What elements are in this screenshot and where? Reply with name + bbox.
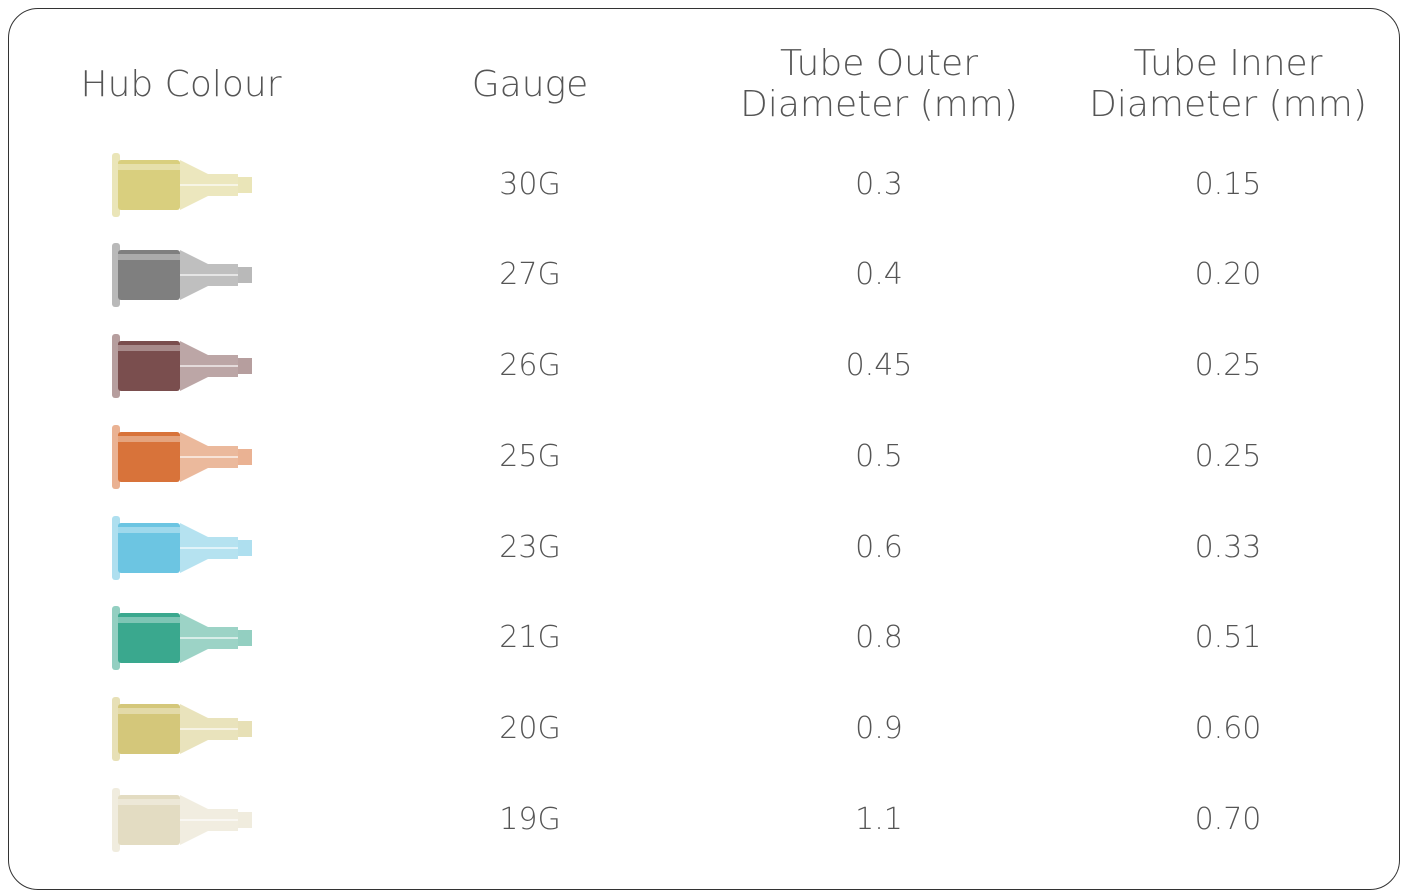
hub-icon (112, 606, 252, 670)
cell-outer: 0.45 (845, 348, 913, 383)
cell-inner: 0.60 (1194, 711, 1262, 746)
cell-gauge: 30G (499, 167, 561, 202)
cell-outer: 0.5 (855, 439, 903, 474)
hub-icon (112, 334, 252, 398)
hub-icon (112, 153, 252, 217)
hub-icon (112, 243, 252, 307)
cell-gauge: 23G (499, 530, 561, 565)
column-header: Gauge (360, 64, 700, 105)
cell-inner: 0.20 (1194, 257, 1262, 292)
cell-inner: 0.25 (1194, 348, 1262, 383)
header-line: Diameter (mm) (1089, 84, 1367, 125)
header-line: Tube Outer (780, 43, 978, 84)
cell-outer: 0.4 (855, 257, 903, 292)
header-line: Hub Colour (80, 64, 282, 105)
cell-inner: 0.33 (1194, 530, 1262, 565)
cell-inner: 0.25 (1194, 439, 1262, 474)
cell-gauge: 21G (499, 620, 561, 655)
cell-inner: 0.70 (1194, 802, 1262, 837)
cell-outer: 0.8 (855, 620, 903, 655)
hub-icon (112, 425, 252, 489)
header-line: Gauge (471, 64, 589, 105)
cell-gauge: 27G (499, 257, 561, 292)
cell-outer: 1.1 (855, 802, 903, 837)
column-header: Hub Colour (11, 64, 351, 105)
cell-inner: 0.15 (1194, 167, 1262, 202)
header-line: Diameter (mm) (740, 84, 1018, 125)
hub-icon (112, 516, 252, 580)
cell-gauge: 20G (499, 711, 561, 746)
cell-gauge: 25G (499, 439, 561, 474)
table-frame (8, 8, 1400, 890)
column-header: Tube Inner Diameter (mm) (1058, 43, 1398, 125)
cell-gauge: 19G (499, 802, 561, 837)
hub-icon (112, 697, 252, 761)
cell-gauge: 26G (499, 348, 561, 383)
cell-outer: 0.3 (855, 167, 903, 202)
column-header: Tube Outer Diameter (mm) (709, 43, 1049, 125)
cell-outer: 0.6 (855, 530, 903, 565)
header-line: Tube Inner (1133, 43, 1323, 84)
hub-icon (112, 788, 252, 852)
cell-inner: 0.51 (1194, 620, 1262, 655)
cell-outer: 0.9 (855, 711, 903, 746)
